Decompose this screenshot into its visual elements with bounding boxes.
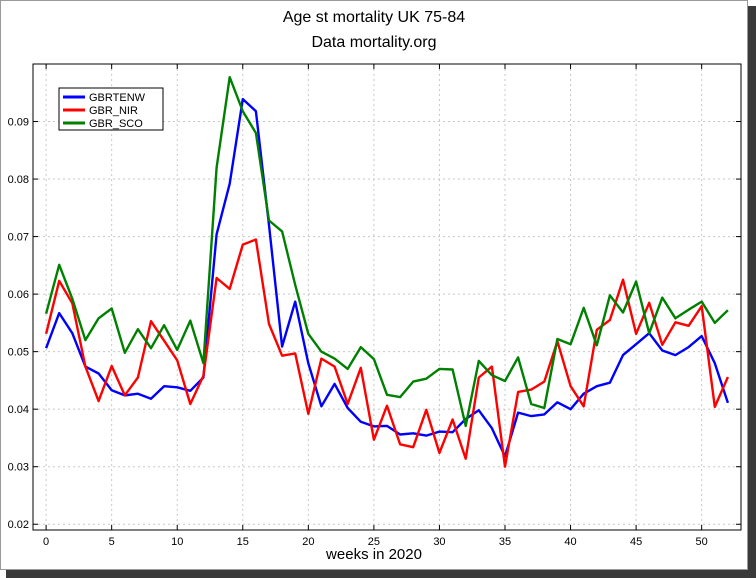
chart-subtitle: Data mortality.org (311, 34, 437, 51)
x-tick-label: 50 (696, 536, 708, 548)
x-tick-label: 5 (109, 536, 115, 548)
legend-label: GBRTENW (89, 92, 146, 104)
x-tick-label: 30 (433, 536, 445, 548)
x-tick-label: 40 (564, 536, 576, 548)
y-tick-label: 0.03 (8, 462, 29, 474)
y-tick-label: 0.07 (8, 232, 29, 244)
x-axis-label: weeks in 2020 (326, 546, 422, 563)
legend-label: GBR_SCO (89, 118, 143, 130)
y-tick-label: 0.04 (8, 404, 29, 416)
x-tick-label: 25 (368, 536, 380, 548)
x-tick-label: 20 (302, 536, 314, 548)
y-tick-label: 0.06 (8, 289, 29, 301)
x-tick-label: 35 (499, 536, 511, 548)
chart-title: Age st mortality UK 75-84 (282, 9, 466, 26)
series-line-gbrtenw (44, 97, 730, 458)
window-shadow-bottom (6, 570, 756, 578)
y-tick-label: 0.05 (8, 347, 29, 359)
x-tick-label: 10 (171, 536, 183, 548)
grid (33, 64, 741, 530)
x-tick-label: 45 (630, 536, 642, 548)
y-tick-label: 0.08 (8, 174, 29, 186)
window-shadow-right (748, 6, 756, 578)
y-tick-label: 0.09 (8, 117, 29, 129)
legend-label: GBR_NIR (89, 105, 138, 117)
series-lines (44, 75, 730, 468)
axis-ticks: 0 5 10 15 20 25 30 35 40 45 50 0.02 0.03 0.04 0.05 0.06… (8, 64, 741, 548)
series-line-gbr-sco (44, 75, 729, 428)
x-tick-label: 0 (43, 536, 49, 548)
line-chart: 0 5 10 15 20 25 30 35 40 45 50 0.02 0.03 0.04 0.05 0.06… (8, 63, 742, 548)
y-tick-label: 0.02 (8, 519, 29, 531)
plot-area-frame (32, 63, 742, 531)
x-tick-label: 15 (237, 536, 249, 548)
